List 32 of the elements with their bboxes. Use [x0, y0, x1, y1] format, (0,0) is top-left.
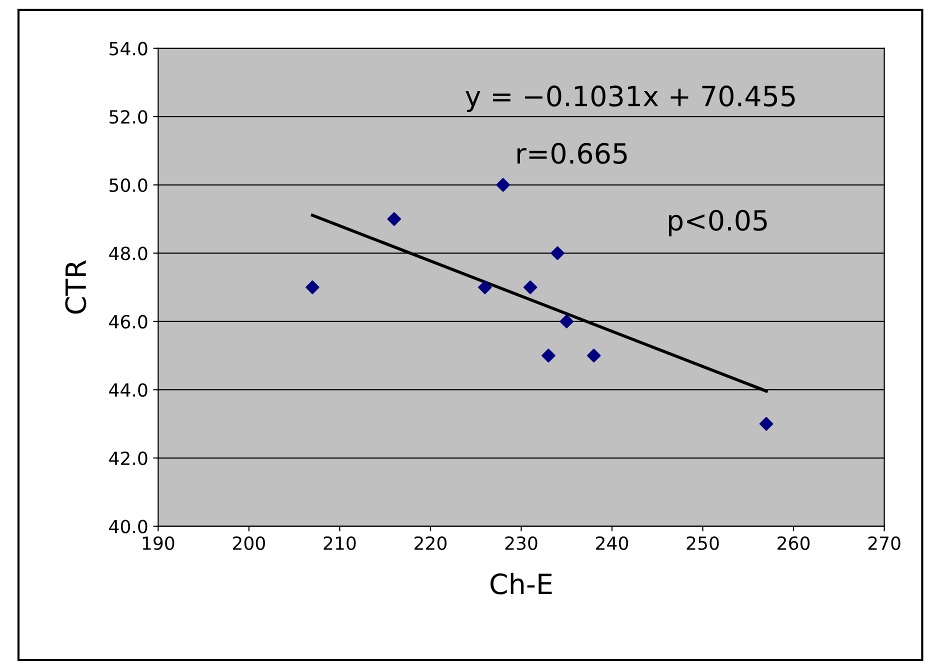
y-tick-label: 40.0 — [109, 520, 148, 534]
x-tick-label: 230 — [505, 536, 538, 550]
point — [560, 314, 574, 328]
x-tick-label: 240 — [596, 536, 628, 550]
x-tick-label: 200 — [233, 536, 265, 550]
point — [586, 348, 601, 362]
y-tick-label: 52.0 — [110, 110, 148, 124]
annotation: y = −0.1031x + 70.455 — [466, 86, 795, 112]
y-axis-title: CTR — [65, 260, 86, 314]
y-tick-label: 48.0 — [109, 246, 148, 260]
y-tick-label: 54.0 — [110, 42, 148, 56]
x-tick-label: 250 — [686, 536, 719, 550]
x-tick-label: 260 — [778, 536, 810, 550]
x-tick-label: 270 — [868, 536, 900, 550]
annotation: r=0.665 — [517, 142, 627, 164]
x-tick-label: 220 — [414, 536, 447, 550]
point — [759, 416, 774, 431]
point — [478, 280, 492, 294]
y-tick-label: 42.0 — [109, 451, 148, 466]
point — [550, 246, 564, 260]
x-axis-title: Ch-E — [490, 572, 552, 594]
y-tick-label: 44.0 — [109, 383, 148, 397]
x-tick-label: 190 — [142, 536, 174, 550]
x-tick-label: 210 — [324, 536, 356, 550]
annotation: p<0.05 — [668, 210, 767, 236]
point — [306, 280, 320, 294]
y-tick-label: 46.0 — [109, 314, 148, 329]
point — [496, 178, 510, 192]
point — [542, 348, 556, 362]
point — [523, 280, 538, 294]
point — [387, 212, 402, 226]
y-tick-label: 50.0 — [110, 178, 148, 192]
